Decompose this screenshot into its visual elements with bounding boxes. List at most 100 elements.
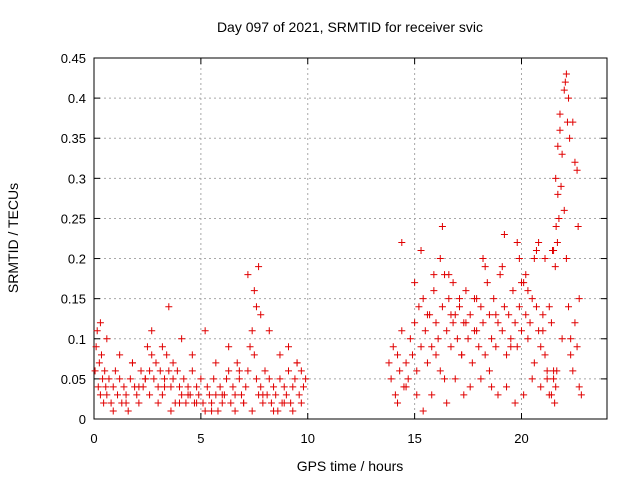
data-point [193,383,201,391]
data-point [391,391,399,399]
data-point [122,399,130,407]
y-tick-label: 0.15 [61,292,86,307]
data-point [261,367,269,375]
x-tick-label: 10 [301,431,315,446]
data-point [451,375,459,383]
data-point [293,359,301,367]
data-point [541,255,549,263]
data-point [105,375,113,383]
data-point [447,343,455,351]
data-point [573,343,581,351]
data-point [165,303,173,311]
data-point [148,351,156,359]
data-point [297,367,305,375]
data-point [566,134,574,142]
data-point [299,383,307,391]
data-point [398,327,406,335]
data-point [520,391,528,399]
grid-lines [94,58,607,419]
data-point [297,399,305,407]
data-point [161,383,169,391]
data-point [201,327,209,335]
data-point [244,367,252,375]
data-point [182,399,190,407]
data-point [571,319,579,327]
y-tick-label: 0.2 [68,252,86,267]
data-point [473,327,481,335]
data-point [201,407,209,415]
data-point [462,287,470,295]
data-point [494,391,502,399]
data-point [231,391,239,399]
data-point [547,391,555,399]
data-point [165,367,173,375]
data-point [441,375,449,383]
data-point [199,399,207,407]
data-point [488,335,496,343]
data-point [434,335,442,343]
data-point [248,327,256,335]
data-point [575,383,583,391]
data-point [563,118,571,126]
data-point [272,391,280,399]
data-point [571,158,579,166]
data-point [235,375,243,383]
data-point [158,391,166,399]
data-point [503,351,511,359]
x-tick-label: 20 [514,431,528,446]
data-point [276,375,284,383]
data-point [102,383,110,391]
data-point [146,391,154,399]
data-point [244,271,252,279]
data-point [562,70,570,78]
data-point [116,351,124,359]
data-point [257,311,265,319]
data-point [231,407,239,415]
data-point [406,335,414,343]
data-point [184,391,192,399]
data-point [500,303,508,311]
data-point [550,367,558,375]
data-point [184,383,192,391]
data-point [93,327,101,335]
data-point [503,383,511,391]
data-point [528,295,536,303]
data-point [287,399,295,407]
data-point [507,343,515,351]
data-point [270,383,278,391]
data-point [248,407,256,415]
data-point [530,255,538,263]
data-point [259,399,267,407]
data-point [555,214,563,222]
data-point [438,303,446,311]
data-point [539,311,547,319]
data-point [255,263,263,271]
data-point [173,367,181,375]
data-point [419,295,427,303]
data-point [462,319,470,327]
data-point [532,303,540,311]
data-point [188,367,196,375]
data-point [176,383,183,391]
data-point [560,206,568,214]
data-point [475,343,483,351]
data-point [146,367,154,375]
data-point [394,399,402,407]
data-point [229,383,237,391]
data-point [535,239,543,247]
y-axis-label: SRMTID / TECUs [5,183,21,293]
data-point [161,375,169,383]
data-point [197,375,205,383]
data-point [195,391,203,399]
data-point [562,255,570,263]
x-tick-labels: 0 5 10 15 20 [90,431,528,446]
data-point [208,399,216,407]
data-point [417,343,425,351]
data-point [212,391,220,399]
y-tick-label: 0.05 [61,372,86,387]
data-point [551,399,559,407]
data-point [492,343,500,351]
data-point [560,86,568,94]
data-point [547,319,555,327]
data-point [417,247,425,255]
